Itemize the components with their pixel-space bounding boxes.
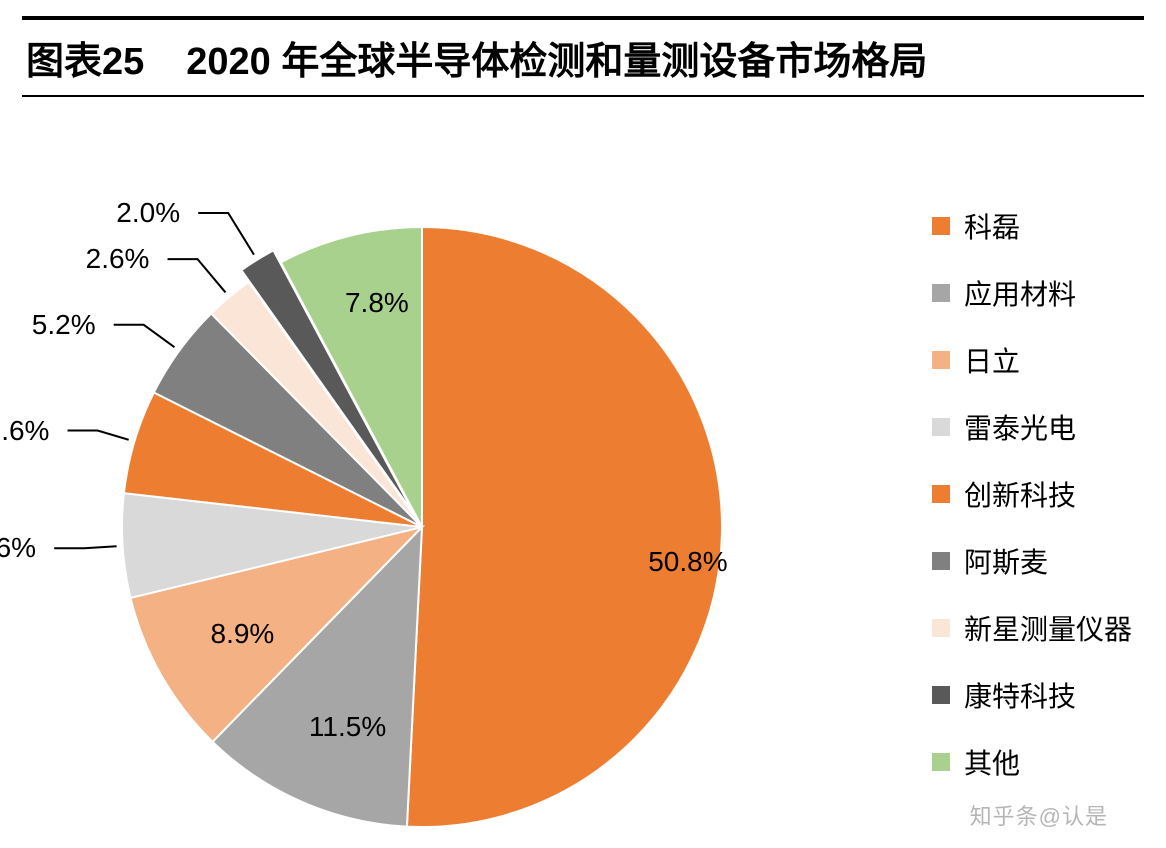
legend-swatch xyxy=(932,485,950,503)
legend-label: 创新科技 xyxy=(964,474,1076,514)
slice-label: 50.8% xyxy=(648,546,727,578)
slice-label: 2.6% xyxy=(86,243,150,275)
slice-label: 5.2% xyxy=(32,309,96,341)
pie-slice xyxy=(407,227,722,827)
slice-label: 5.6% xyxy=(0,415,49,447)
leader-line xyxy=(168,259,226,292)
slice-label: 8.9% xyxy=(211,618,275,650)
slice-label: 2.0% xyxy=(116,197,180,229)
legend-label: 应用材料 xyxy=(964,273,1076,313)
title-bar: 图表25 2020 年全球半导体检测和量测设备市场格局 xyxy=(22,16,1144,97)
legend-swatch xyxy=(932,351,950,369)
leader-line xyxy=(68,431,129,440)
chart-area: 知乎条@认是 50.8%11.5%8.9%5.6%5.6%5.2%2.6%2.0… xyxy=(22,97,1144,837)
chart-frame: 图表252020 年全球半导体检测和量测设备市场格局 知乎条@认是 50.8%1… xyxy=(0,0,1166,848)
slice-label: 5.6% xyxy=(0,532,36,564)
legend-swatch xyxy=(932,753,950,771)
chart-title: 图表25 2020 年全球半导体检测和量测设备市场格局 xyxy=(26,30,1144,85)
legend-swatch xyxy=(932,418,950,436)
legend-label: 康特科技 xyxy=(964,675,1076,715)
legend-swatch xyxy=(932,686,950,704)
legend-swatch xyxy=(932,284,950,302)
legend-item: 科磊 xyxy=(932,217,1132,235)
legend-label: 阿斯麦 xyxy=(964,541,1048,581)
legend-label: 其他 xyxy=(964,742,1020,782)
legend-swatch xyxy=(932,619,950,637)
legend: 科磊应用材料日立雷泰光电创新科技阿斯麦新星测量仪器康特科技其他 xyxy=(932,217,1132,771)
legend-item: 创新科技 xyxy=(932,485,1132,503)
title-prefix: 图表25 xyxy=(26,41,144,83)
slice-label: 7.8% xyxy=(345,287,409,319)
legend-item: 新星测量仪器 xyxy=(932,619,1132,637)
leader-line xyxy=(54,546,116,548)
legend-item: 应用材料 xyxy=(932,284,1132,302)
legend-label: 日立 xyxy=(964,340,1020,380)
leader-line xyxy=(198,213,254,255)
legend-label: 新星测量仪器 xyxy=(964,608,1132,648)
legend-item: 阿斯麦 xyxy=(932,552,1132,570)
legend-label: 雷泰光电 xyxy=(964,407,1076,447)
legend-swatch xyxy=(932,552,950,570)
slice-label: 11.5% xyxy=(309,711,386,743)
leader-line xyxy=(114,325,175,347)
legend-item: 康特科技 xyxy=(932,686,1132,704)
legend-item: 雷泰光电 xyxy=(932,418,1132,436)
legend-swatch xyxy=(932,217,950,235)
legend-item: 日立 xyxy=(932,351,1132,369)
legend-label: 科磊 xyxy=(964,206,1020,246)
title-text: 2020 年全球半导体检测和量测设备市场格局 xyxy=(186,41,927,83)
legend-item: 其他 xyxy=(932,753,1132,771)
